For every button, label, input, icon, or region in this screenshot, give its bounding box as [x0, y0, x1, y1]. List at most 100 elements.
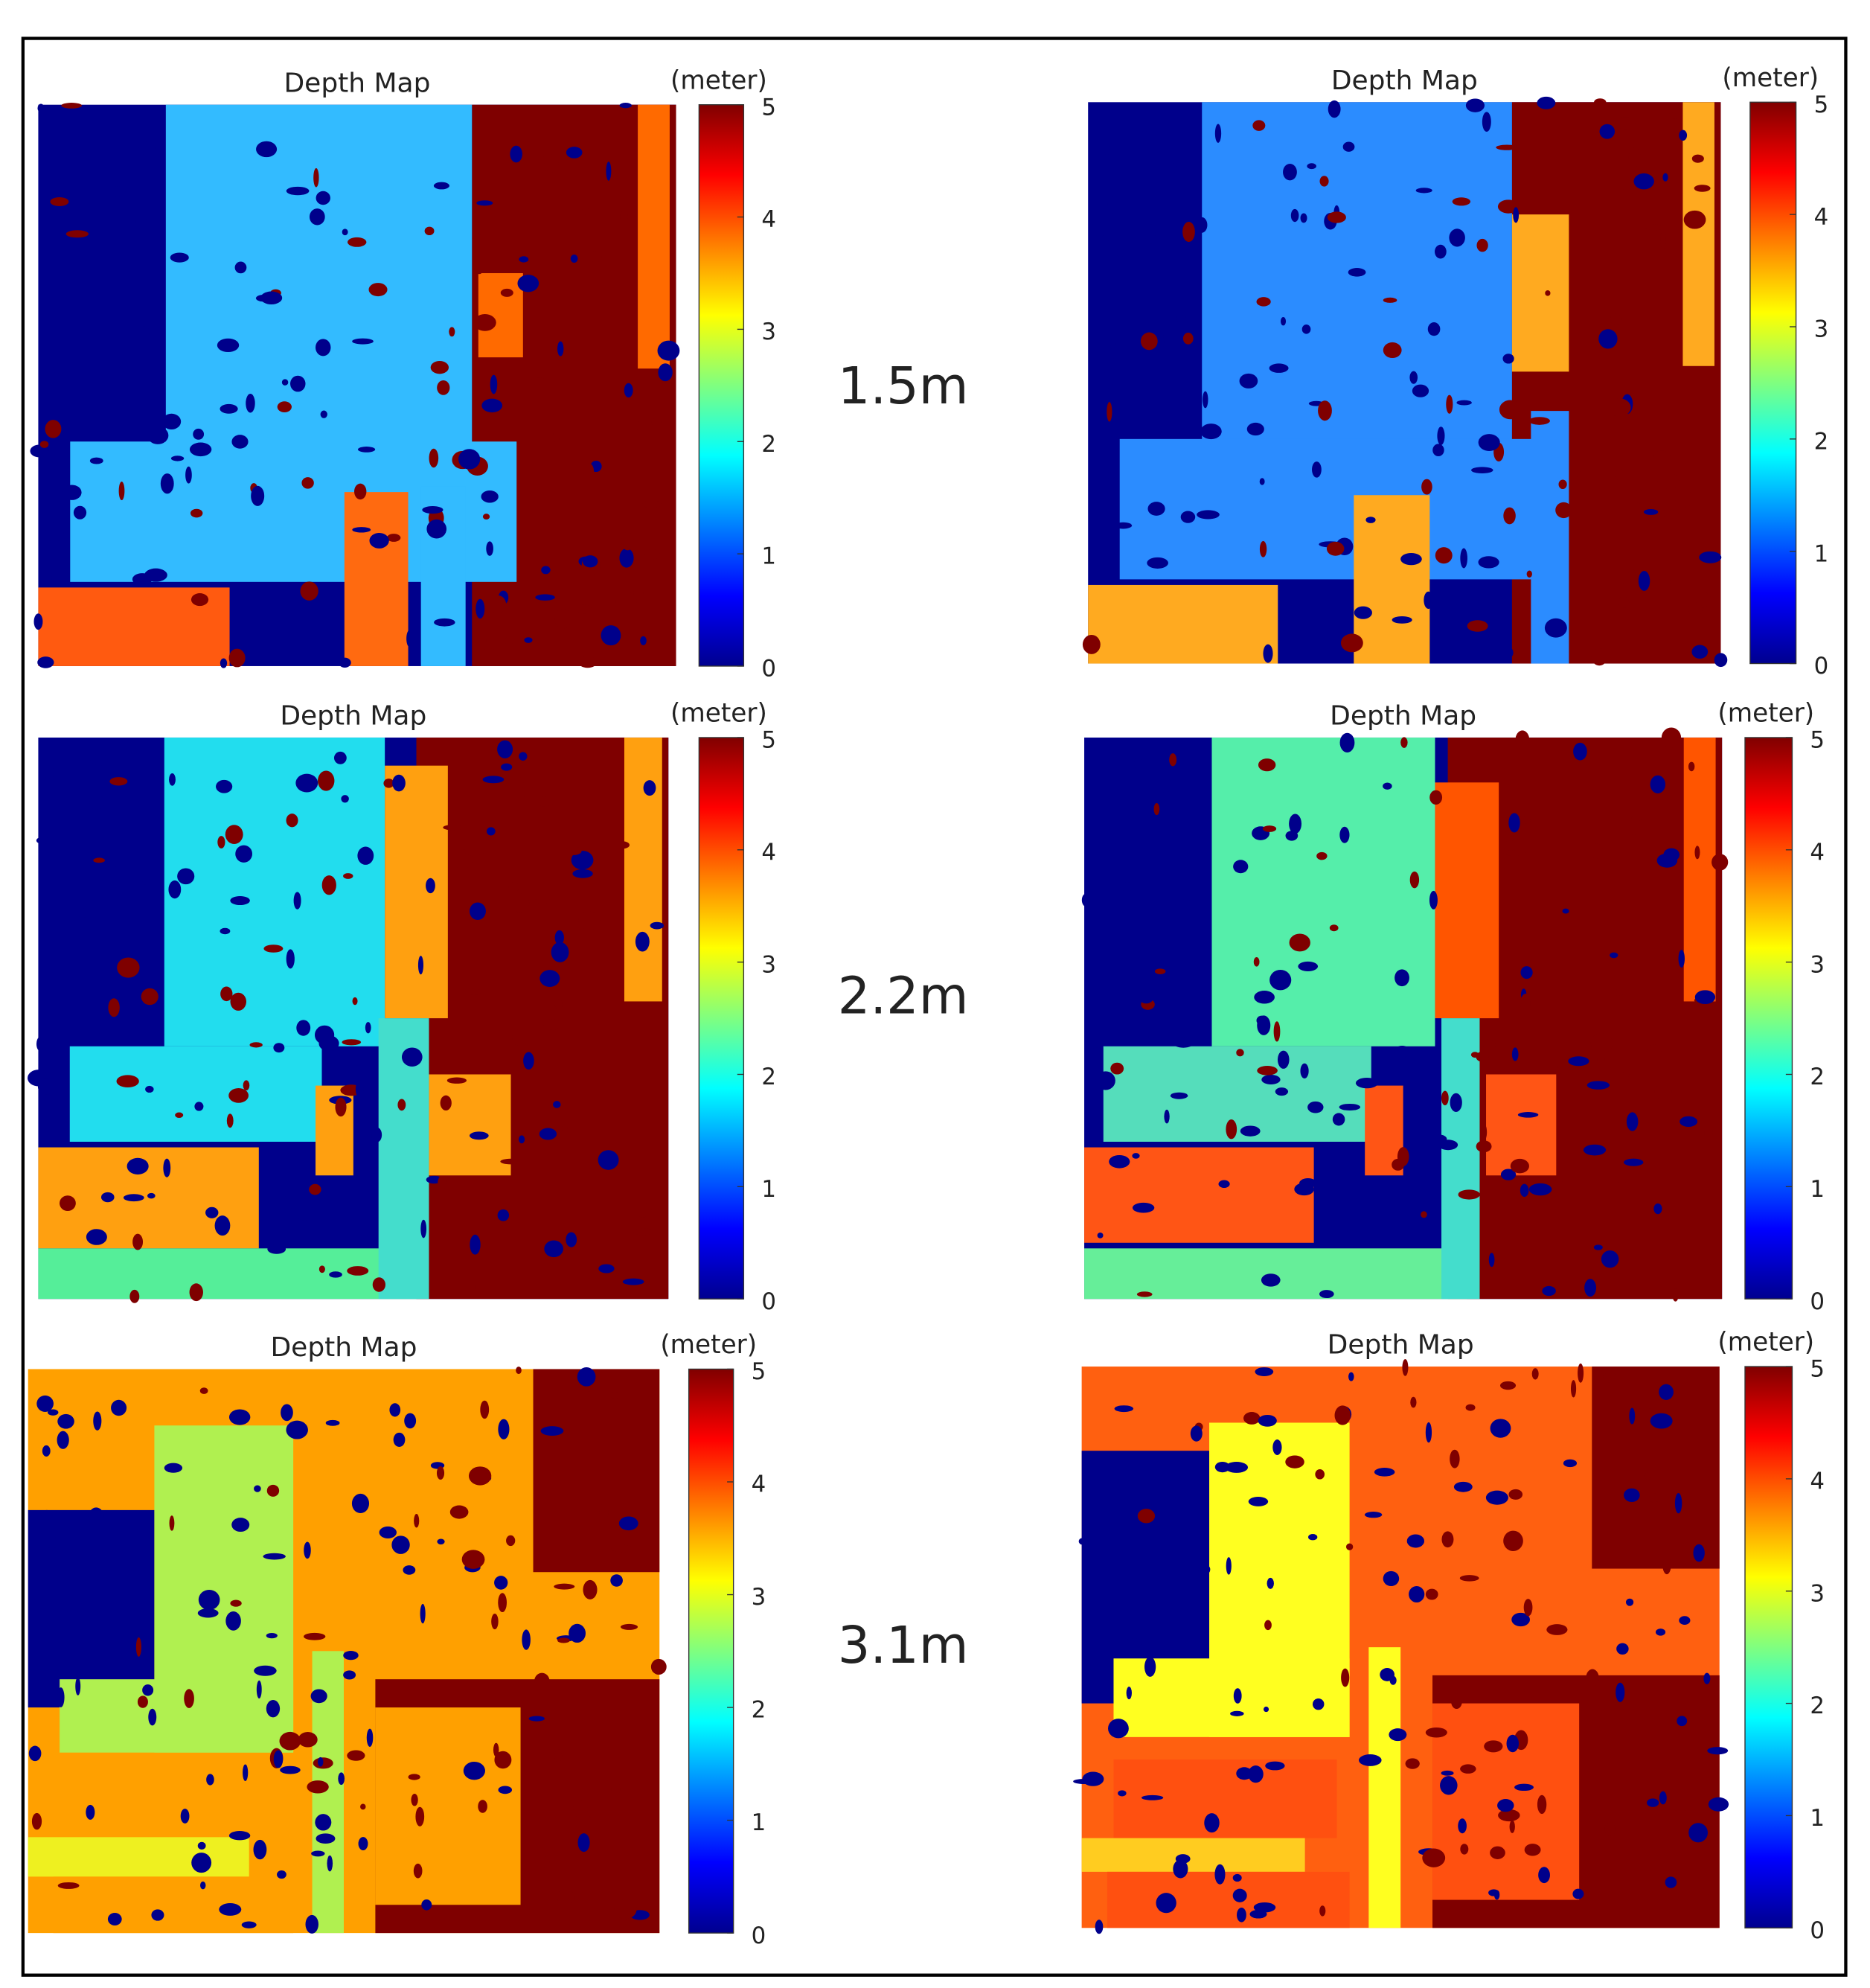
depth-speckle — [1226, 1557, 1232, 1575]
depth-speckle — [543, 1019, 561, 1030]
depth-speckle — [1677, 1716, 1688, 1727]
depth-speckle — [1392, 1158, 1405, 1171]
depth-speckle — [1147, 502, 1165, 516]
depth-speckle — [1180, 511, 1196, 523]
depth-speckle — [554, 1186, 566, 1197]
depth-speckle — [352, 997, 358, 1006]
depth-speckle — [1400, 737, 1408, 748]
depth-speckle — [1513, 207, 1520, 223]
depth-speckle — [372, 1277, 386, 1292]
depth-speckle — [535, 594, 555, 601]
depth-region — [344, 492, 409, 666]
depth-speckle — [1503, 850, 1526, 856]
depth-speckle — [1615, 117, 1636, 130]
depth-speckle — [1425, 1727, 1447, 1738]
depth-speckle — [1637, 1403, 1653, 1410]
depth-speckle — [1573, 742, 1587, 761]
depth-speckle — [1628, 569, 1636, 582]
depth-speckle — [351, 1493, 370, 1514]
depth-speckle — [118, 366, 124, 380]
depth-speckle — [1409, 371, 1418, 384]
depth-speckle — [1616, 1682, 1625, 1702]
colorbar-tick-label: 2 — [761, 1064, 776, 1090]
depth-speckle — [1277, 1050, 1290, 1069]
depth-speckle — [1107, 402, 1112, 422]
depth-speckle — [1258, 758, 1276, 772]
depth-speckle — [1586, 1669, 1599, 1687]
depth-speckle — [170, 252, 189, 263]
depth-speckle — [598, 1264, 615, 1273]
depth-speckle — [622, 1278, 644, 1285]
depth-speckle — [1134, 756, 1143, 770]
depth-speckle — [266, 1484, 280, 1497]
depth-speckle — [554, 1583, 575, 1590]
depth-speckle — [1471, 467, 1493, 474]
depth-speckle — [426, 519, 447, 539]
depth-speckle — [354, 483, 367, 500]
depth-speckle — [519, 1135, 525, 1144]
depth-speckle — [1467, 620, 1488, 632]
depth-speckle — [1537, 1794, 1547, 1815]
depth-speckle — [1259, 540, 1267, 557]
depth-speckle — [193, 428, 205, 440]
depth-speckle — [408, 1774, 420, 1780]
depth-speckle — [620, 1623, 638, 1630]
depth-speckle — [478, 1800, 487, 1813]
depth-speckle — [1326, 541, 1345, 556]
depth-speckle — [1458, 1189, 1480, 1200]
depth-speckle — [1169, 753, 1177, 767]
colorbar-unit: (meter) — [660, 1330, 757, 1360]
depth-region — [165, 104, 473, 487]
depth-speckle — [565, 846, 582, 855]
depth-speckle — [168, 880, 182, 899]
colorbar-tick-label: 1 — [1814, 540, 1829, 567]
depth-speckle — [39, 767, 57, 779]
panel-title: Depth Map — [1331, 65, 1478, 96]
depth-speckle — [640, 636, 647, 645]
depth-speckle — [1531, 1368, 1539, 1380]
depth-speckle — [1409, 1586, 1425, 1603]
depth-speckle — [577, 604, 592, 614]
depth-speckle — [422, 505, 444, 514]
depth-speckle — [1615, 469, 1626, 481]
depth-speckle — [403, 1565, 416, 1575]
depth-speckle — [1082, 634, 1101, 654]
depth-speckle — [406, 630, 412, 648]
depth-speckle — [557, 1637, 570, 1643]
depth-speckle — [1307, 163, 1316, 170]
depth-speckle — [1653, 1203, 1662, 1215]
depth-speckle — [313, 167, 319, 188]
depth-speckle — [93, 1411, 102, 1431]
depth-speckle — [357, 846, 374, 865]
depth-speckle — [1643, 508, 1659, 515]
depth-speckle — [566, 1232, 577, 1247]
depth-region — [1368, 1647, 1401, 1928]
depth-speckle — [601, 625, 621, 646]
depth-speckle — [45, 522, 64, 543]
depth-speckle — [530, 377, 548, 385]
depth-speckle — [198, 1589, 220, 1611]
depth-speckle — [61, 103, 83, 109]
depth-speckle — [228, 648, 246, 668]
depth-speckle — [475, 1276, 484, 1297]
depth-speckle — [589, 251, 602, 263]
depth-speckle — [1257, 1066, 1278, 1075]
depth-speckle — [226, 1113, 234, 1128]
depth-speckle — [1248, 1765, 1264, 1783]
depth-speckle — [1395, 969, 1409, 987]
depth-speckle — [1262, 825, 1277, 832]
depth-speckle — [220, 927, 231, 935]
depth-speckle — [117, 957, 140, 978]
depth-speckle — [1523, 1599, 1533, 1617]
depth-speckle — [1319, 1905, 1326, 1917]
depth-speckle — [37, 103, 45, 113]
depth-speckle — [506, 1535, 516, 1547]
depth-speckle — [480, 1400, 490, 1419]
depth-speckle — [1688, 761, 1695, 772]
depth-speckle — [1626, 1112, 1639, 1131]
depth-speckle — [145, 1588, 151, 1598]
colorbar-unit: (meter) — [1722, 63, 1819, 93]
depth-speckle — [578, 656, 598, 668]
depth-speckle — [220, 986, 233, 1002]
depth-speckle — [1365, 517, 1376, 523]
